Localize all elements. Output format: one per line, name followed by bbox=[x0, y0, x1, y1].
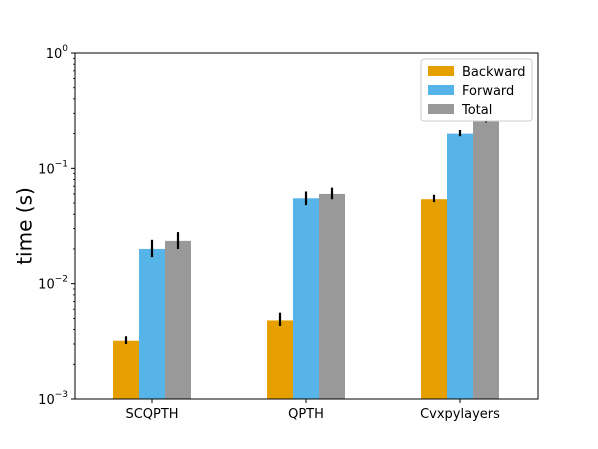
bar-forward-scqpth bbox=[139, 248, 165, 399]
y-axis: 10−3 10−2 10−1 100 bbox=[38, 44, 75, 408]
y-tick-label: 100 bbox=[46, 44, 69, 62]
y-tick-label: 10−1 bbox=[38, 159, 68, 177]
bar-total-qpth bbox=[319, 193, 345, 399]
bars-layer bbox=[113, 120, 499, 399]
y-axis-label: time (s) bbox=[13, 187, 37, 265]
legend: Backward Forward Total bbox=[420, 58, 533, 122]
bar-total-scqpth bbox=[165, 240, 191, 399]
legend-swatch-backward bbox=[428, 66, 454, 76]
error-bars-layer bbox=[124, 117, 488, 344]
y-tick-label: 10−3 bbox=[38, 390, 68, 408]
bar-backward-qpth bbox=[267, 320, 293, 399]
bar-forward-qpth bbox=[293, 198, 319, 399]
legend-label-backward: Backward bbox=[462, 65, 526, 80]
bar-total-cvxpylayers bbox=[473, 120, 499, 399]
y-tick-label: 10−2 bbox=[38, 275, 68, 293]
legend-swatch-total bbox=[428, 104, 454, 114]
x-tick-label: QPTH bbox=[288, 407, 324, 422]
x-tick-label: SCQPTH bbox=[125, 407, 178, 422]
legend-swatch-forward bbox=[428, 85, 454, 95]
x-tick-label: Cvxpylayers bbox=[420, 407, 500, 422]
x-axis: SCQPTH QPTH Cvxpylayers bbox=[125, 399, 500, 422]
legend-label-total: Total bbox=[461, 103, 492, 118]
bar-backward-cvxpylayers bbox=[421, 199, 447, 399]
bar-forward-cvxpylayers bbox=[447, 133, 473, 399]
legend-label-forward: Forward bbox=[462, 84, 514, 99]
bar-backward-scqpth bbox=[113, 340, 139, 399]
